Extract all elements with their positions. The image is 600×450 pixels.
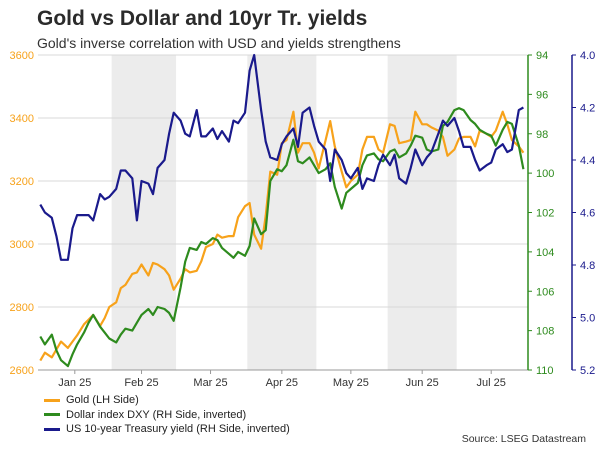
chart-subtitle: Gold's inverse correlation with USD and … [37,35,401,51]
yield-tick-label: 4.4 [580,155,595,167]
x-tick-label: May 25 [333,377,369,389]
legend-swatch-gold [44,398,60,402]
legend-item-yield: US 10-year Treasury yield (RH Side, inve… [44,422,290,437]
yield-tick-label: 4.0 [580,50,595,62]
left-tick-label-3000: 3000 [10,239,34,251]
legend-label-dxy: Dollar index DXY (RH Side, inverted) [66,408,247,421]
yield-tick-label: 4.6 [580,208,595,220]
dxy-tick-label: 94 [536,50,548,62]
yield-tick-label: 4.2 [580,103,595,115]
x-tick-label: Feb 25 [124,377,158,389]
left-tick-label-3600: 3600 [10,50,34,62]
x-tick-label: Jan 25 [58,377,91,389]
yield-tick-label: 5.0 [580,313,595,325]
dxy-tick-label: 96 [536,89,548,101]
shaded-band-2 [387,55,457,370]
dxy-tick-label: 106 [536,286,554,298]
source-note: Source: LSEG Datastream [461,433,586,445]
x-tick-label: Jul 25 [477,377,506,389]
dxy-tick-label: 110 [536,365,554,377]
dxy-tick-label: 104 [536,247,554,259]
dxy-tick-label: 108 [536,326,554,338]
legend-item-dxy: Dollar index DXY (RH Side, inverted) [44,408,290,423]
legend-swatch-dxy [44,413,60,417]
legend-item-gold: Gold (LH Side) [44,393,290,408]
legend-label-gold: Gold (LH Side) [66,394,139,407]
x-tick-label: Jun 25 [406,377,439,389]
yield-series-line [39,53,524,261]
chart-title: Gold vs Dollar and 10yr Tr. yields [37,7,368,30]
shaded-band-0 [111,55,177,370]
shaded-band-1 [247,55,317,370]
x-tick-label: Mar 25 [193,377,227,389]
legend: Gold (LH Side) Dollar index DXY (RH Side… [44,393,290,437]
dxy-tick-label: 98 [536,129,548,141]
axes: 2600 2800 3000 3200 3400 3600 Jan 25 Feb 25 Mar … [10,50,596,389]
dxy-tick-label: 102 [536,208,554,220]
x-tick-label: Apr 25 [266,377,298,389]
left-tick-label-2800: 2800 [10,302,34,314]
left-tick-label-3400: 3400 [10,113,34,125]
left-tick-label-3200: 3200 [10,176,34,188]
dxy-tick-label: 100 [536,168,554,180]
legend-label-yield: US 10-year Treasury yield (RH Side, inve… [66,423,290,436]
legend-swatch-yield [44,427,60,431]
left-tick-label-2600: 2600 [10,365,34,377]
shaded-month-bands [111,55,457,370]
series-lines [39,53,525,368]
yield-tick-label: 5.2 [580,365,595,377]
yield-tick-label: 4.8 [580,260,595,272]
dxy-series-line [39,107,525,368]
